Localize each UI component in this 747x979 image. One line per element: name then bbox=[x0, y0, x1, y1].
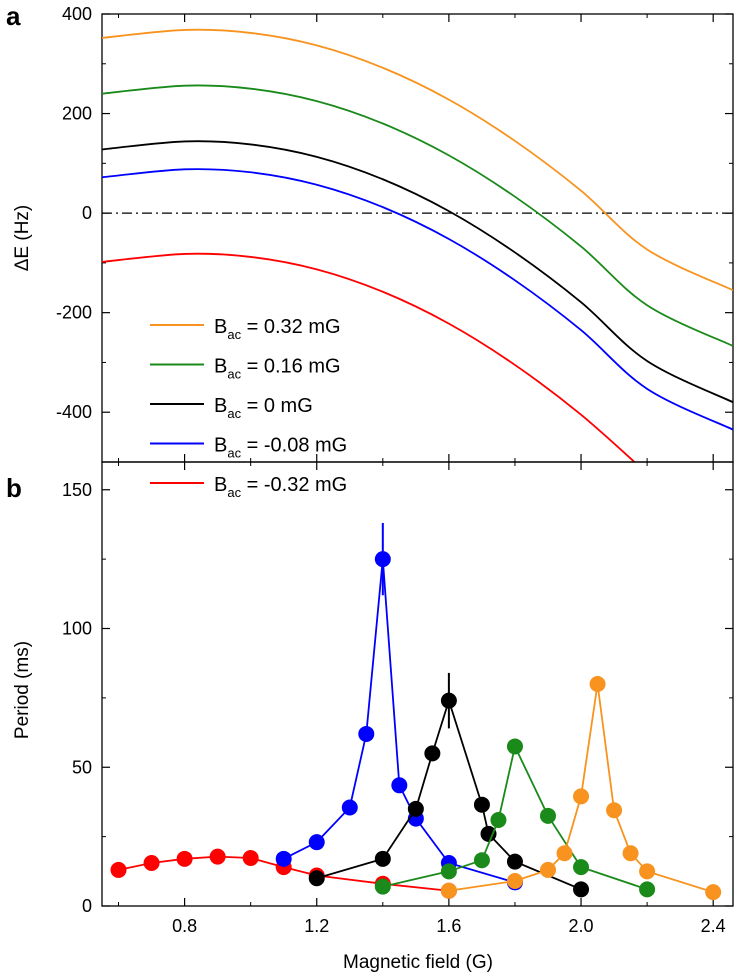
panel-b-data-point bbox=[308, 834, 325, 851]
legend-label-sub: ac bbox=[227, 485, 241, 500]
panel-a-ytick-label: 0 bbox=[82, 203, 92, 223]
panel-b-data-point bbox=[506, 738, 523, 755]
panel-b-data-point bbox=[391, 777, 408, 794]
legend-label-3: Bac = -0.08 mG bbox=[214, 435, 347, 461]
panel-b-data-point bbox=[440, 863, 457, 880]
panel-b-xlabel: Magnetic field (G) bbox=[343, 952, 493, 973]
panel-b-data-point bbox=[473, 852, 490, 869]
panel-a-curve-2 bbox=[102, 140, 733, 404]
panel-a-curve-4 bbox=[102, 252, 636, 462]
panel-b-data-point bbox=[374, 551, 391, 568]
panel-b-xtick-label: 2.4 bbox=[701, 916, 726, 936]
legend-label-main: B bbox=[214, 435, 227, 457]
panel-b-data-point bbox=[490, 811, 507, 828]
legend-label-main: B bbox=[214, 474, 227, 496]
panel-b-frame bbox=[101, 461, 734, 907]
legend-label-sub: ac bbox=[227, 406, 241, 421]
panel-b-series-line-4 bbox=[448, 683, 714, 893]
legend-label-main: B bbox=[214, 395, 227, 417]
legend-label-value: = -0.32 mG bbox=[241, 474, 347, 496]
legend-label-sub: ac bbox=[227, 327, 241, 342]
panel-b-data-point bbox=[589, 676, 606, 692]
panel-b-data-point bbox=[606, 802, 623, 819]
panel-b-xtick-label: 0.8 bbox=[172, 916, 197, 936]
panel-a-letter: a bbox=[6, 1, 21, 31]
panel-b-data-point bbox=[705, 884, 722, 901]
legend-label-1: Bac = 0.16 mG bbox=[214, 356, 341, 382]
panel-b-data-point bbox=[506, 873, 523, 890]
panel-a-curve-1 bbox=[102, 84, 733, 347]
panel-b-data-point bbox=[539, 861, 556, 878]
panel-b-series-layer bbox=[110, 523, 722, 901]
panel-b-data-point bbox=[573, 859, 590, 876]
legend-label-sub: ac bbox=[227, 446, 241, 461]
panel-b-data-point bbox=[110, 861, 127, 878]
panel-a-curve-0 bbox=[102, 28, 733, 292]
panel-b-data-point bbox=[275, 850, 292, 867]
panel-b-data-point bbox=[539, 807, 556, 824]
legend-label-value: = 0 mG bbox=[241, 395, 313, 417]
panel-b-data-point bbox=[374, 850, 391, 867]
legend-label-main: B bbox=[214, 356, 227, 378]
panel-b-data-point bbox=[424, 745, 441, 762]
panel-a-curve-3 bbox=[102, 168, 733, 431]
legend-label-value: = 0.16 mG bbox=[241, 356, 341, 378]
panel-a-ytick-label: -400 bbox=[56, 402, 92, 422]
panel-b-ylabel: Period (ms) bbox=[12, 641, 33, 739]
panel-a-ytick-label: 400 bbox=[62, 4, 92, 24]
panel-b-ytick-label: 0 bbox=[82, 896, 92, 916]
panel-b-ytick-label: 150 bbox=[62, 480, 92, 500]
panel-b-ytick-label: 50 bbox=[72, 757, 92, 777]
panel-a-series-layer bbox=[102, 28, 733, 462]
legend-label-sub: ac bbox=[227, 367, 241, 382]
panel-b-xtick-label: 2.0 bbox=[569, 916, 594, 936]
legend-label-value: = -0.08 mG bbox=[241, 435, 347, 457]
panel-a-plot: 400 200 0 -200 -400 bbox=[56, 4, 734, 463]
panel-b-data-point bbox=[573, 788, 590, 805]
panel-b-data-point bbox=[407, 800, 424, 817]
panel-b-data-point bbox=[573, 881, 590, 898]
panel-b-data-point bbox=[622, 845, 639, 862]
panel-b-data-point bbox=[176, 850, 193, 867]
panel-b-data-point bbox=[308, 870, 325, 887]
panel-b-data-point bbox=[556, 845, 573, 862]
panel-b-plot: 0 50 100 150 0.8 1.2 1.6 2.0 2.4 bbox=[62, 461, 734, 936]
legend-label-0: Bac = 0.32 mG bbox=[214, 316, 341, 342]
panel-b-data-point bbox=[480, 825, 497, 842]
panel-a-ylabel: ΔE (Hz) bbox=[12, 205, 33, 272]
panel-a-ytick-label: -200 bbox=[56, 303, 92, 323]
panel-b-data-point bbox=[341, 799, 358, 816]
panel-b-data-point bbox=[473, 796, 490, 813]
panel-b-ytick-label: 100 bbox=[62, 619, 92, 639]
legend-label-4: Bac = -0.32 mG bbox=[214, 474, 347, 500]
panel-b-data-point bbox=[639, 881, 656, 898]
panel-a-frame bbox=[101, 13, 734, 463]
panel-a-ytick-label: 200 bbox=[62, 104, 92, 124]
panel-b-data-point bbox=[374, 878, 391, 895]
legend-label-value: = 0.32 mG bbox=[241, 316, 341, 338]
panel-b-data-point bbox=[358, 725, 375, 742]
panel-b-letter: b bbox=[6, 473, 22, 503]
panel-b-xtick-label: 1.2 bbox=[304, 916, 329, 936]
panel-b-data-point bbox=[143, 854, 160, 871]
legend-label-2: Bac = 0 mG bbox=[214, 395, 313, 421]
legend-label-main: B bbox=[214, 316, 227, 338]
panel-b-data-point bbox=[639, 863, 656, 880]
panel-b-data-point bbox=[506, 853, 523, 870]
panel-b-xtick-label: 1.6 bbox=[436, 916, 461, 936]
panel-b-data-point bbox=[242, 849, 259, 866]
panel-b-data-point bbox=[440, 692, 457, 709]
panel-b-data-point bbox=[209, 848, 226, 865]
panel-b-data-point bbox=[440, 882, 457, 899]
